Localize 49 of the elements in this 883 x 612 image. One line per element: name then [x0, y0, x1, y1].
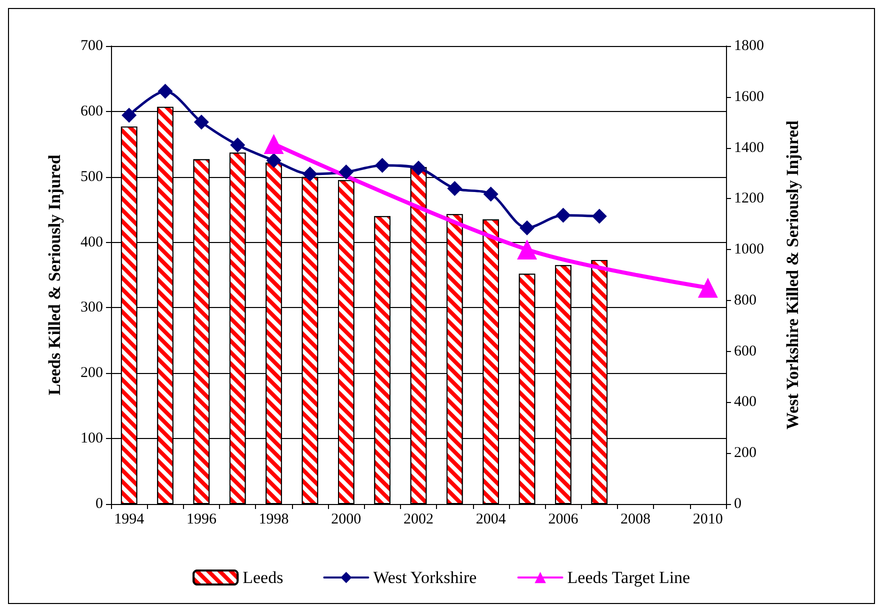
point	[556, 208, 571, 223]
point	[122, 108, 137, 123]
legend-label: West Yorkshire	[373, 568, 477, 587]
x-tick-label: 2004	[476, 512, 506, 528]
y2-tick-label: 1600	[734, 88, 764, 105]
y2-tick-label: 800	[734, 292, 756, 308]
x-tick-label: 2010	[692, 512, 723, 528]
y-tick-label: 300	[80, 300, 103, 316]
point	[230, 137, 246, 152]
point	[264, 134, 284, 154]
y-tick-label: 400	[80, 234, 103, 250]
point	[374, 158, 390, 173]
point	[194, 114, 209, 130]
point	[517, 240, 538, 260]
y2-tick-label: 1000	[734, 242, 764, 258]
y2-tick-label: 200	[734, 445, 756, 462]
y2-tick-label: 1200	[734, 190, 764, 207]
y2-tick-label: 1800	[734, 38, 764, 54]
y2-tick-label: 0	[734, 496, 742, 512]
y-axis-title: Leeds Killed & Seriously Injured	[45, 154, 64, 396]
x-tick-label: 2006	[548, 512, 579, 528]
point	[158, 84, 173, 99]
x-tick-label: 1996	[186, 512, 217, 528]
y-tick-label: 700	[80, 38, 103, 54]
y-tick-label: 200	[80, 365, 103, 382]
x-tick-label: 2002	[404, 512, 434, 528]
x-tick-label: 1998	[258, 512, 289, 528]
point	[266, 153, 282, 168]
point	[338, 164, 354, 180]
y2-tick-label: 1400	[734, 140, 764, 156]
y-tick-label: 0	[96, 496, 103, 512]
x-tick-label: 2000	[331, 512, 362, 528]
y-tick-label: 100	[80, 430, 103, 447]
legend-label: Leeds	[242, 568, 284, 587]
y-tick-label: 600	[80, 103, 103, 120]
y2-tick-label: 400	[734, 394, 756, 410]
point	[447, 180, 462, 196]
y2-axis-title: West Yorkshire Killed & Seriously Injured	[783, 120, 802, 430]
legend-label: Leeds Target Line	[567, 568, 690, 587]
y2-tick-label: 600	[734, 343, 756, 360]
point	[411, 160, 426, 176]
point	[302, 166, 318, 182]
y-tick-label: 500	[80, 168, 103, 185]
point	[698, 278, 718, 298]
point	[483, 186, 498, 202]
x-tick-label: 1994	[114, 512, 145, 528]
point	[520, 220, 535, 236]
x-tick-label: 2008	[620, 512, 651, 528]
point	[592, 208, 607, 224]
